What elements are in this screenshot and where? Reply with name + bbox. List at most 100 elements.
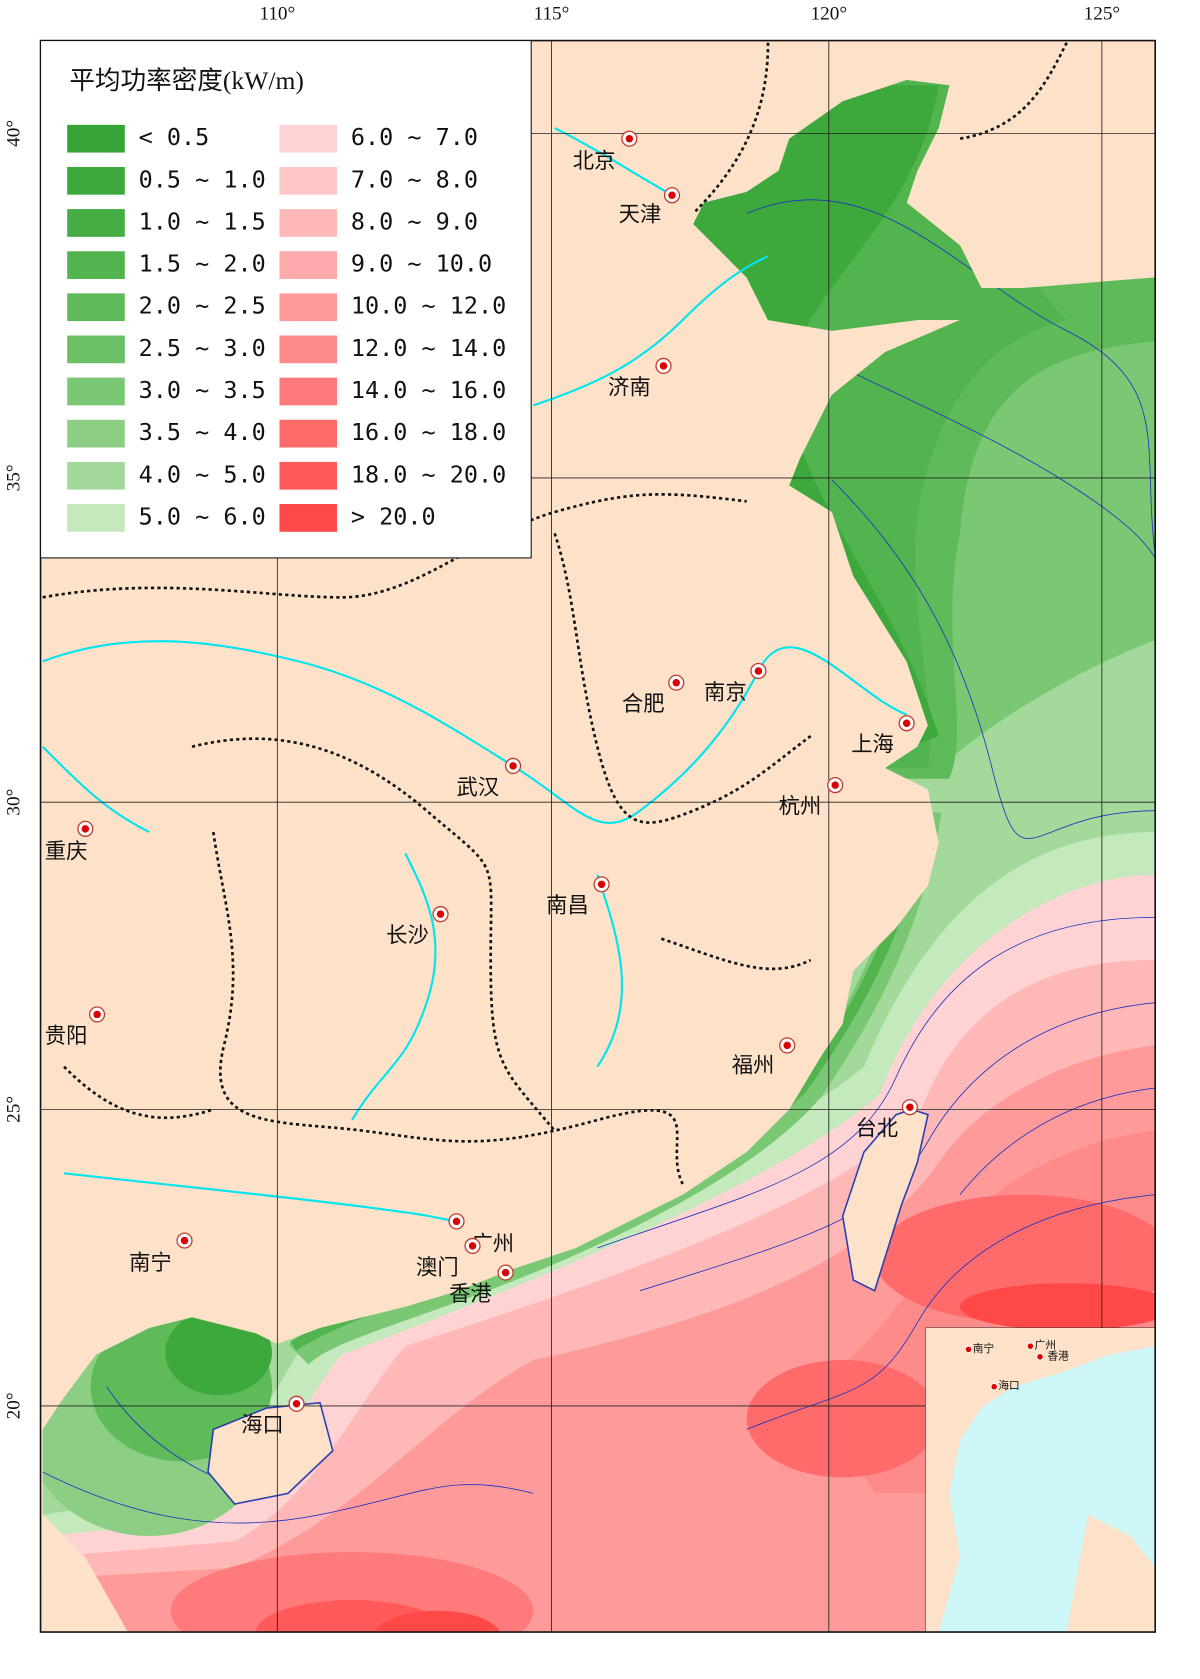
city-label: 贵阳 [45, 1024, 88, 1048]
city-label: 澳门 [416, 1255, 459, 1279]
city-label: 海口 [241, 1413, 284, 1437]
city-marker [659, 362, 668, 370]
sea-band [373, 1610, 502, 1633]
city-marker [625, 134, 634, 143]
city-label: 南宁 [129, 1251, 172, 1275]
city-marker [501, 1268, 510, 1277]
city-marker [597, 880, 606, 889]
legend-label: 7.0 ~ 8.0 [351, 165, 478, 193]
inset-city-label: 广州 [1035, 1340, 1056, 1352]
legend-label: 3.5 ~ 4.0 [139, 418, 266, 446]
map-frame [39, 39, 1156, 1633]
latitude-label: 40° [3, 120, 24, 147]
city-marker [452, 1217, 461, 1226]
city-label: 合肥 [622, 692, 665, 716]
legend-label: 10.0 ~ 12.0 [351, 292, 506, 320]
city-label: 南京 [704, 680, 747, 704]
borders [42, 42, 1068, 1185]
inset-city-marker [1026, 1342, 1035, 1350]
legend-swatch [279, 335, 338, 364]
city-marker [468, 1242, 477, 1250]
longitude-label: 120° [811, 3, 847, 24]
inset-city-label: 南宁 [973, 1342, 994, 1355]
legend-swatch [67, 419, 125, 448]
legend-swatch [67, 293, 125, 322]
legend-swatch [67, 124, 125, 153]
sea-band [42, 1045, 1156, 1633]
legend-swatch [67, 209, 125, 237]
legend-swatch [67, 335, 125, 364]
city-label: 香港 [449, 1282, 492, 1306]
legend-label: < 0.5 [139, 123, 210, 151]
contour-line [959, 1087, 1156, 1195]
legend-title: 平均功率密度(kW/m) [69, 66, 304, 95]
legend-swatch [279, 124, 338, 153]
inset-city-marker [1036, 1353, 1044, 1361]
vietnam-land [42, 1514, 128, 1633]
legend-swatch [67, 377, 125, 406]
city-label: 上海 [851, 733, 894, 757]
city-label: 杭州 [779, 794, 822, 818]
city-label: 天津 [619, 202, 662, 226]
latitude-label: 25° [3, 1096, 24, 1123]
longitude-label: 125° [1084, 3, 1120, 24]
legend-swatch [67, 461, 125, 490]
legend-swatch [279, 293, 338, 322]
city-label: 武汉 [457, 775, 500, 799]
latitude-label: 30° [3, 789, 24, 816]
contour-line [42, 1471, 534, 1524]
city-marker [436, 910, 445, 918]
sea-band [165, 1309, 272, 1396]
legend-swatch [67, 251, 125, 279]
city-marker [754, 667, 763, 675]
city-marker [292, 1400, 301, 1408]
legend-label: 18.0 ~ 20.0 [351, 460, 506, 488]
latitude-label: 35° [3, 464, 24, 491]
sea-band [960, 1283, 1156, 1331]
inset-city-marker [964, 1345, 973, 1353]
city-marker [180, 1236, 189, 1245]
city-marker [831, 781, 839, 789]
legend-label: 2.5 ~ 3.0 [139, 334, 266, 362]
legend-label: 4.0 ~ 5.0 [139, 460, 266, 488]
legend-swatch [67, 504, 125, 532]
city-marker [668, 191, 676, 199]
legend-swatch [279, 504, 338, 532]
city-label: 长沙 [386, 924, 429, 948]
contour-line [810, 351, 1156, 641]
contour-line [831, 479, 1156, 839]
city-marker [93, 1010, 101, 1019]
contour-line [746, 1194, 1156, 1430]
rivers [41, 127, 908, 1223]
legend-label: 1.0 ~ 1.5 [139, 207, 266, 235]
taiwan [841, 1108, 929, 1292]
legend-label: 8.0 ~ 9.0 [351, 207, 478, 235]
longitude-label: 115° [534, 3, 570, 24]
inset-city-marker [990, 1383, 998, 1391]
legend-swatch [279, 166, 338, 195]
city-label: 台北 [855, 1117, 898, 1141]
legend-label: 6.0 ~ 7.0 [351, 123, 478, 151]
sea-band [746, 1360, 939, 1478]
city-label: 福州 [732, 1054, 775, 1078]
contour-line [639, 1002, 1156, 1292]
contour-line [746, 199, 1156, 555]
city-marker [902, 719, 911, 727]
longitude-label: 110° [259, 3, 295, 24]
legend-label: 2.0 ~ 2.5 [139, 292, 266, 320]
legend-label: 0.5 ~ 1.0 [139, 165, 266, 193]
city-marker [509, 762, 517, 770]
legend-label: 5.0 ~ 6.0 [139, 502, 266, 530]
legend-label: 1.5 ~ 2.0 [139, 250, 266, 278]
city-marker [81, 825, 90, 833]
inset-city-label: 海口 [998, 1379, 1019, 1392]
city-label: 重庆 [45, 839, 88, 863]
legend-label: > 20.0 [351, 502, 436, 530]
city-marker [783, 1041, 791, 1050]
legend-label: 9.0 ~ 10.0 [351, 250, 492, 278]
legend-swatch [279, 209, 338, 237]
contour-line [597, 916, 1156, 1249]
